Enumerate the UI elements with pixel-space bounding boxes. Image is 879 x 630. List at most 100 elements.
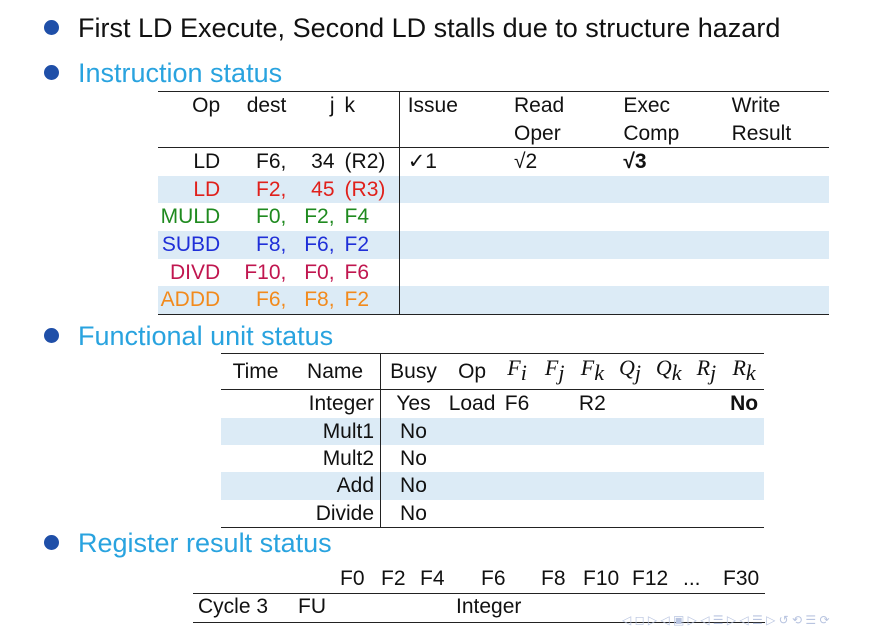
col-op: Op: [158, 90, 225, 120]
table-row: LD F2, 45 (R3): [158, 175, 829, 204]
col-fj: Fj: [535, 352, 574, 391]
dest-cell: F0,: [256, 205, 287, 229]
functional-unit-table: Time Name Busy Op Fi Fj Fk Qj Qk Rj Rk I…: [221, 352, 764, 528]
exec-cell: [615, 230, 724, 259]
col-j: j: [292, 90, 341, 120]
fu-name: Mult1: [290, 417, 382, 446]
read-cell: [506, 175, 616, 204]
read-cell: [506, 259, 615, 287]
op-cell: DIVD: [170, 260, 221, 284]
fu-rj: [689, 390, 725, 418]
col-issue: Issue: [398, 90, 507, 120]
col-rk: Rk: [724, 352, 764, 391]
register-f4: F4: [420, 567, 445, 590]
col-dest: dest: [224, 90, 293, 120]
fu-fk: R2: [578, 392, 606, 416]
dest-cell: F8,: [224, 230, 293, 259]
table-header-row: Time Name Busy Op Fi Fj Fk Qj Qk Rj Rk: [221, 352, 764, 391]
exec-cell: √3: [623, 150, 647, 174]
op-cell: SUBD: [158, 230, 225, 259]
j-cell: F2,: [304, 205, 335, 229]
fu-name: Mult2: [290, 445, 382, 473]
fu-name: Add: [290, 472, 382, 500]
headline: First LD Execute, Second LD stalls due t…: [78, 13, 781, 43]
register-f6: F6: [481, 567, 506, 590]
fu-row-label: FU: [298, 595, 326, 618]
register-f30: F30: [723, 567, 760, 590]
fu-name: Integer: [290, 389, 382, 418]
fu-busy: No: [400, 447, 427, 471]
issue-cell: [398, 203, 507, 231]
table-row: MULD F0, F2, F4: [158, 203, 829, 231]
fu-op: Load: [448, 392, 496, 416]
dest-cell: F2,: [224, 175, 293, 204]
col-read: Read: [506, 90, 616, 120]
table-row: ADDD F6, F8, F2: [158, 286, 829, 315]
fu-qk: [649, 390, 689, 418]
table-header-row: Op dest j k Issue Read Exec Write: [158, 90, 829, 120]
instruction-status-table: Op dest j k Issue Read Exec Write Oper C…: [158, 90, 829, 315]
f6-unit: Integer: [456, 595, 522, 618]
table-row: Mult2 No: [221, 445, 764, 473]
bullet-icon: [44, 65, 59, 80]
col-name: Name: [290, 352, 382, 391]
col-fk: Fk: [573, 352, 612, 391]
col-qj: Qj: [611, 352, 649, 391]
col-qk: Qk: [648, 352, 689, 391]
table-row: Add No: [221, 472, 764, 500]
col-write: Write: [723, 90, 829, 120]
issue-cell: ✓1: [398, 147, 507, 176]
op-cell: LD: [193, 150, 221, 174]
col-oper: Oper: [506, 119, 616, 149]
table-row: LD F6, 34 (R2) ✓1 √2 √3: [158, 147, 829, 176]
fu-busy: Yes: [396, 392, 431, 416]
exec-cell: [615, 259, 723, 287]
bullet-icon: [44, 20, 59, 35]
instruction-status-heading: Instruction status: [78, 58, 283, 88]
issue-cell: [398, 258, 507, 287]
write-cell: [723, 175, 829, 204]
write-cell: [724, 259, 829, 287]
col-time: Time: [221, 352, 291, 391]
bullet-icon: [44, 328, 59, 343]
col-result: Result: [723, 119, 829, 149]
write-cell: [724, 148, 829, 176]
fu-rk: No: [730, 392, 759, 416]
fu-fi: F6: [504, 392, 530, 416]
register-result-status-heading: Register result status: [78, 528, 332, 558]
op-cell: MULD: [160, 205, 221, 229]
functional-unit-status-heading: Functional unit status: [78, 321, 334, 351]
col-op: Op: [445, 352, 499, 391]
fu-qj: [611, 390, 649, 418]
col-k: k: [340, 90, 400, 120]
exec-cell: [615, 175, 724, 204]
table-header-row: Oper Comp Result: [158, 119, 829, 149]
col-busy: Busy: [380, 352, 446, 391]
issue-cell: [398, 286, 507, 315]
register-table-line: [193, 593, 765, 594]
read-cell: [506, 203, 615, 231]
register-f12: F12: [632, 567, 669, 590]
beamer-nav-icons[interactable]: ◁ ◻ ▷ ◁ ▣ ▷ ◁ ☰ ▷ ◁ ☰ ▷ ↺ ⟲ ☰ ⟳: [622, 613, 830, 627]
j-cell: F0,: [304, 260, 335, 284]
cycle-label: Cycle 3: [198, 595, 269, 618]
col-fi: Fi: [498, 352, 536, 391]
register-f2: F2: [381, 567, 406, 590]
dest-cell: F6,: [256, 150, 287, 174]
k-cell: F4: [344, 205, 370, 229]
j-cell: F8,: [292, 286, 341, 315]
col-rj: Rj: [688, 352, 725, 391]
op-cell: LD: [158, 175, 225, 204]
register-f10: F10: [583, 567, 620, 590]
k-cell: (R3): [340, 175, 400, 204]
fu-busy: No: [380, 417, 446, 446]
fu-busy: No: [380, 472, 446, 500]
dest-cell: F10,: [244, 260, 287, 284]
j-cell: F6,: [292, 230, 341, 259]
write-cell: [724, 203, 829, 231]
col-exec: Exec: [615, 90, 724, 120]
issue-cell: [398, 230, 507, 259]
register-table-bottom-line: [193, 622, 765, 623]
j-cell: 34: [311, 150, 335, 174]
read-cell: √2: [514, 150, 538, 174]
